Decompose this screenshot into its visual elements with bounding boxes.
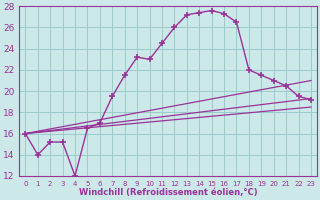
- X-axis label: Windchill (Refroidissement éolien,°C): Windchill (Refroidissement éolien,°C): [79, 188, 258, 197]
